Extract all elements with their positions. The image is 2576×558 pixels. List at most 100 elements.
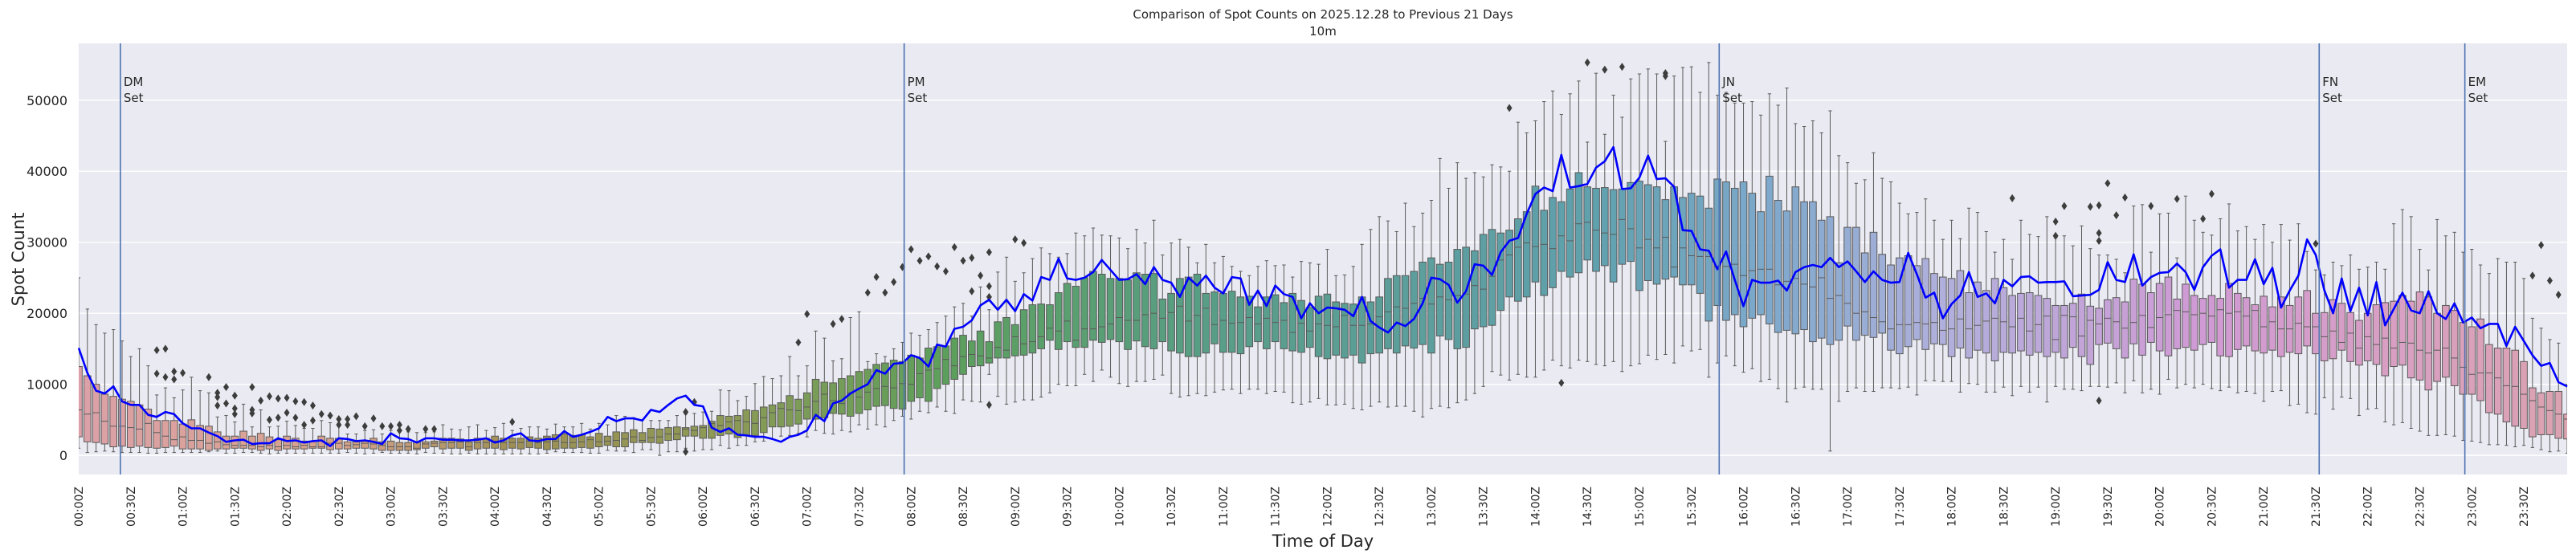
box bbox=[248, 426, 256, 454]
box-body bbox=[2225, 283, 2233, 357]
box-body bbox=[1878, 254, 1887, 334]
box-body bbox=[83, 375, 92, 442]
box bbox=[1002, 256, 1010, 405]
box-body bbox=[1757, 211, 1765, 316]
box-body bbox=[2381, 302, 2390, 377]
x-tick-label: 09:00Z bbox=[1010, 487, 1023, 527]
box bbox=[2520, 278, 2528, 446]
box bbox=[672, 415, 681, 453]
x-tick-label: 07:30Z bbox=[853, 487, 866, 527]
box bbox=[603, 424, 612, 451]
box-body bbox=[2147, 292, 2155, 343]
box-body bbox=[1531, 185, 1540, 283]
box bbox=[569, 426, 578, 454]
box-body bbox=[1557, 201, 1566, 272]
box-body bbox=[1219, 292, 1227, 353]
outlier-point bbox=[978, 271, 984, 280]
box bbox=[1896, 202, 1904, 389]
outlier-point bbox=[396, 426, 402, 435]
box bbox=[2164, 212, 2173, 380]
event-lines: DM Set PM Set JN Set FN Set EM Set bbox=[120, 43, 2488, 475]
box-body bbox=[2251, 304, 2260, 352]
box-body bbox=[1913, 265, 1921, 340]
box-body bbox=[1782, 210, 1791, 331]
box-body bbox=[2164, 276, 2173, 356]
box-body bbox=[2303, 290, 2311, 347]
outlier-point bbox=[908, 245, 914, 254]
box-body bbox=[950, 337, 959, 380]
box bbox=[1826, 110, 1835, 452]
x-tick-label: 22:30Z bbox=[2414, 487, 2427, 527]
box-body bbox=[1601, 187, 1609, 267]
box bbox=[586, 428, 594, 454]
box bbox=[126, 356, 135, 454]
box-body bbox=[1982, 290, 1990, 354]
box-body bbox=[2043, 298, 2051, 357]
box-body bbox=[109, 396, 117, 447]
box bbox=[1314, 263, 1323, 399]
box bbox=[863, 360, 872, 430]
box bbox=[118, 340, 126, 454]
box bbox=[733, 400, 742, 446]
box-body bbox=[916, 357, 924, 398]
box bbox=[386, 430, 395, 454]
box-body bbox=[1696, 195, 1704, 294]
outlier-point bbox=[318, 409, 325, 418]
box-body bbox=[508, 438, 516, 449]
outlier-point bbox=[2208, 189, 2215, 198]
box bbox=[959, 303, 967, 401]
box-body bbox=[551, 434, 560, 450]
x-tick-label: 18:00Z bbox=[1946, 487, 1959, 527]
box bbox=[1124, 248, 1132, 387]
box bbox=[1592, 72, 1600, 365]
box-body bbox=[1817, 219, 1826, 339]
x-tick-label: 01:00Z bbox=[178, 487, 190, 527]
box-body bbox=[1435, 263, 1444, 336]
box-body bbox=[681, 427, 690, 437]
outlier-point bbox=[2148, 202, 2154, 210]
box-body bbox=[196, 425, 204, 450]
box bbox=[1782, 88, 1791, 403]
outlier-point bbox=[309, 401, 316, 410]
box-body bbox=[1748, 193, 1757, 319]
box bbox=[2563, 384, 2567, 454]
outlier-point bbox=[214, 401, 221, 410]
box-body bbox=[1826, 216, 1835, 345]
box-body bbox=[1549, 197, 1557, 288]
outlier-point bbox=[275, 413, 281, 422]
box bbox=[2121, 272, 2129, 393]
box bbox=[2251, 238, 2260, 394]
box bbox=[1305, 262, 1314, 403]
box-body bbox=[1609, 189, 1618, 283]
box bbox=[699, 411, 708, 450]
box-body bbox=[1280, 302, 1288, 349]
box bbox=[1852, 182, 1860, 389]
x-axis-label: Time of Day bbox=[1272, 532, 1374, 551]
x-tick-label: 00:00Z bbox=[73, 487, 86, 527]
box bbox=[196, 390, 204, 454]
box-body bbox=[1236, 296, 1245, 355]
box-body bbox=[1661, 199, 1670, 280]
box-body bbox=[2433, 312, 2441, 382]
box-body bbox=[1010, 324, 1019, 356]
box-body bbox=[2520, 360, 2528, 429]
box bbox=[2138, 204, 2146, 393]
x-tick-label: 03:30Z bbox=[437, 487, 450, 527]
box-body bbox=[1323, 293, 1332, 360]
box-body bbox=[1384, 278, 1392, 349]
outlier-point bbox=[934, 262, 941, 271]
x-tick-label: 14:30Z bbox=[1582, 487, 1594, 527]
box-body bbox=[1037, 303, 1045, 349]
box-body bbox=[2337, 303, 2346, 351]
box-body bbox=[2017, 292, 2025, 352]
box-body bbox=[1410, 271, 1419, 349]
box bbox=[2182, 195, 2190, 385]
box-body bbox=[292, 438, 300, 450]
box-body bbox=[2207, 295, 2216, 343]
box bbox=[1999, 238, 2008, 388]
box bbox=[1263, 260, 1271, 394]
box bbox=[2242, 226, 2251, 392]
outlier-point bbox=[1584, 58, 1590, 67]
box bbox=[968, 316, 976, 402]
